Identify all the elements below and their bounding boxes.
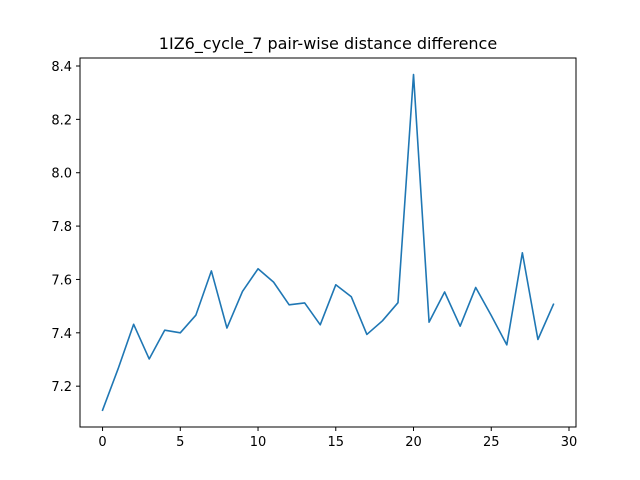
x-tick-label: 15: [328, 435, 345, 450]
x-tick-label: 30: [561, 435, 578, 450]
series-layer: [101, 73, 555, 412]
x-tick-label: 0: [98, 435, 106, 450]
x-tick-label: 10: [250, 435, 267, 450]
y-tick-label: 7.8: [51, 220, 72, 235]
x-tick-label: 25: [483, 435, 500, 450]
x-axis: 0 5 10 15 20 25 30: [98, 427, 577, 450]
series-line-0: [101, 73, 555, 412]
y-tick-label: 7.6: [51, 273, 72, 288]
x-tick-label: 5: [176, 435, 184, 450]
y-tick-label: 8.4: [51, 60, 72, 75]
chart-title: 1IZ6_cycle_7 pair-wise distance differen…: [159, 34, 497, 54]
plot-frame: [79, 57, 577, 428]
x-tick-label: 20: [405, 435, 422, 450]
y-tick-label: 7.4: [51, 327, 72, 342]
y-tick-label: 7.2: [51, 380, 72, 395]
y-tick-label: 8.0: [51, 167, 72, 182]
y-tick-label: 8.2: [51, 113, 72, 128]
y-axis: 7.2 7.4 7.6 7.8 8.0 8.2 8.4: [51, 60, 80, 395]
